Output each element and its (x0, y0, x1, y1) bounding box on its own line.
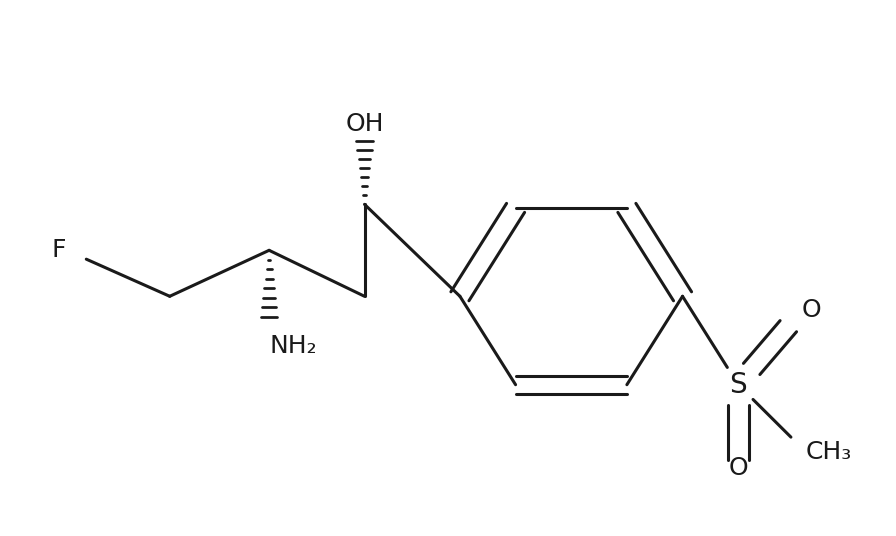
Text: S: S (729, 371, 747, 399)
Text: NH₂: NH₂ (269, 334, 317, 358)
Text: O: O (728, 456, 748, 480)
Text: F: F (52, 239, 66, 262)
Text: OH: OH (345, 113, 383, 136)
Text: O: O (802, 299, 822, 323)
Text: CH₃: CH₃ (806, 440, 852, 464)
